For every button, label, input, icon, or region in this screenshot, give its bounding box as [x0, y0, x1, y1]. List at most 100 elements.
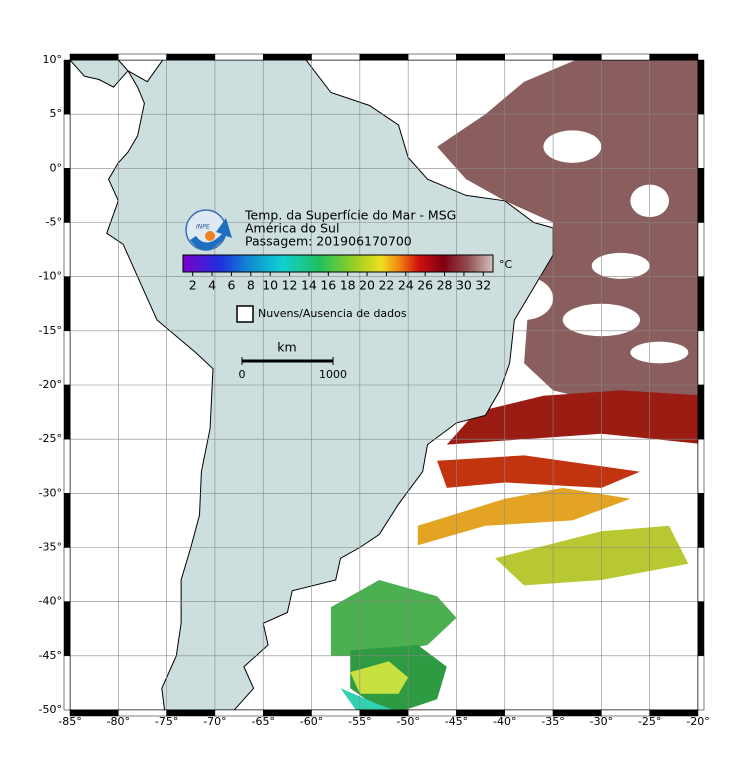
logo-arrow: [190, 218, 232, 251]
lon-tick-label: -25°: [638, 715, 661, 728]
lon-tick-label: -20°: [686, 715, 709, 728]
colorbar-tick-label: 20: [359, 278, 375, 293]
frame-segment: [552, 709, 602, 717]
title-line: Passagem: 201906170700: [245, 234, 412, 249]
lat-tick-label: -15°: [39, 324, 62, 337]
colorbar-tick-label: 30: [456, 278, 472, 293]
frame-segment: [311, 709, 361, 717]
lon-tick-label: -45°: [445, 715, 468, 728]
lon-tick-label: -55°: [348, 715, 371, 728]
frame-segment: [214, 53, 264, 61]
title-line: América do Sul: [245, 221, 339, 236]
lon-tick-label: -60°: [300, 715, 323, 728]
frame-segment: [456, 709, 506, 717]
colorbar-unit: °C: [499, 258, 513, 271]
frame-segment: [649, 709, 699, 717]
colorbar-tick-label: 18: [340, 278, 356, 293]
frame-segment: [118, 53, 167, 61]
frame-segment: [63, 222, 71, 277]
legend-swatch: [236, 305, 254, 323]
colorbar-tick-label: 12: [282, 278, 298, 293]
frame-segment: [63, 168, 71, 223]
colorbar-tick-label: 28: [437, 278, 453, 293]
lat-tick-label: -20°: [39, 378, 62, 391]
frame-segment: [63, 438, 71, 494]
lon-tick-label: -75°: [155, 715, 178, 728]
scale-label: 0: [239, 368, 246, 381]
lon-tick-label: -30°: [590, 715, 613, 728]
logo-text: INPE: [196, 224, 210, 231]
frame-segment: [63, 384, 71, 440]
lat-tick-label: -10°: [39, 270, 62, 283]
sst-patch: [495, 525, 689, 586]
colorbar-tick-label: 4: [208, 278, 216, 293]
sst-patch: [446, 390, 698, 445]
frame-segment: [262, 53, 312, 61]
frame-segment: [262, 709, 312, 717]
colorbar-tick-label: 26: [417, 278, 433, 293]
frame-segment: [697, 113, 705, 169]
frame-segment: [118, 709, 167, 717]
lat-tick-label: 5°: [50, 107, 63, 120]
colorbar-tick-label: 32: [475, 278, 491, 293]
land: [70, 60, 129, 88]
lon-tick-label: -70°: [203, 715, 226, 728]
frame-segment: [359, 53, 409, 61]
colorbar-tick-label: 22: [378, 278, 394, 293]
frame-segment: [63, 276, 71, 332]
frame-segment: [63, 547, 71, 602]
frame-segment: [697, 438, 705, 494]
frame-segment: [697, 601, 705, 657]
sst-patch: [437, 455, 640, 488]
overlay: INPE Temp. da Superfície do Mar - MSG Am…: [39, 53, 710, 728]
lon-tick-label: -65°: [251, 715, 274, 728]
frame-segment: [601, 53, 650, 61]
lon-tick-label: -80°: [107, 715, 130, 728]
colorbar-tick-label: 14: [301, 278, 317, 293]
lon-tick-label: -85°: [58, 715, 81, 728]
lat-tick-label: 0°: [50, 161, 63, 174]
lat-tick-label: -25°: [39, 432, 62, 445]
lat-tick-label: -40°: [39, 595, 62, 608]
frame-segment: [697, 384, 705, 440]
frame-segment: [697, 59, 705, 115]
colorbar-tick-label: 6: [227, 278, 235, 293]
frame-segment: [504, 709, 554, 717]
frame-segment: [63, 113, 71, 169]
frame-segment: [166, 709, 216, 717]
sst-patch: [340, 688, 394, 710]
cloud-gap: [630, 341, 689, 364]
frame-segment: [504, 53, 554, 61]
colorbar-tick-label: 2: [189, 278, 197, 293]
frame-segment: [649, 53, 699, 61]
lat-tick-label: -50°: [39, 703, 62, 716]
frame-segment: [697, 330, 705, 386]
frame-segment: [63, 59, 71, 115]
cloud-gap: [591, 252, 650, 279]
frame-segment: [69, 709, 119, 717]
title-line: Temp. da Superfície do Mar - MSG: [244, 208, 456, 223]
colorbar-tick-label: 8: [247, 278, 255, 293]
frame-segment: [697, 547, 705, 602]
lat-tick-label: -5°: [46, 216, 62, 229]
lon-tick-label: -50°: [396, 715, 419, 728]
colorbar-tick-label: 10: [262, 278, 278, 293]
colorbar-tick-label: 16: [320, 278, 336, 293]
logo-dot: [205, 231, 215, 241]
lat-tick-label: -45°: [39, 649, 62, 662]
lat-tick-label: -30°: [39, 486, 62, 499]
frame-segment: [63, 330, 71, 386]
frame-segment: [601, 709, 650, 717]
sst-patch: [330, 580, 457, 656]
frame-segment: [697, 655, 705, 711]
frame-segment: [63, 493, 71, 548]
frame-segment: [697, 493, 705, 548]
frame-segment: [697, 222, 705, 277]
frame-segment: [456, 53, 506, 61]
sst-patch: [350, 661, 409, 694]
lat-tick-label: -35°: [39, 541, 62, 554]
frame-segment: [697, 168, 705, 223]
frame-segment: [63, 655, 71, 711]
frame-segment: [214, 709, 264, 717]
cloud-gap: [543, 130, 602, 163]
